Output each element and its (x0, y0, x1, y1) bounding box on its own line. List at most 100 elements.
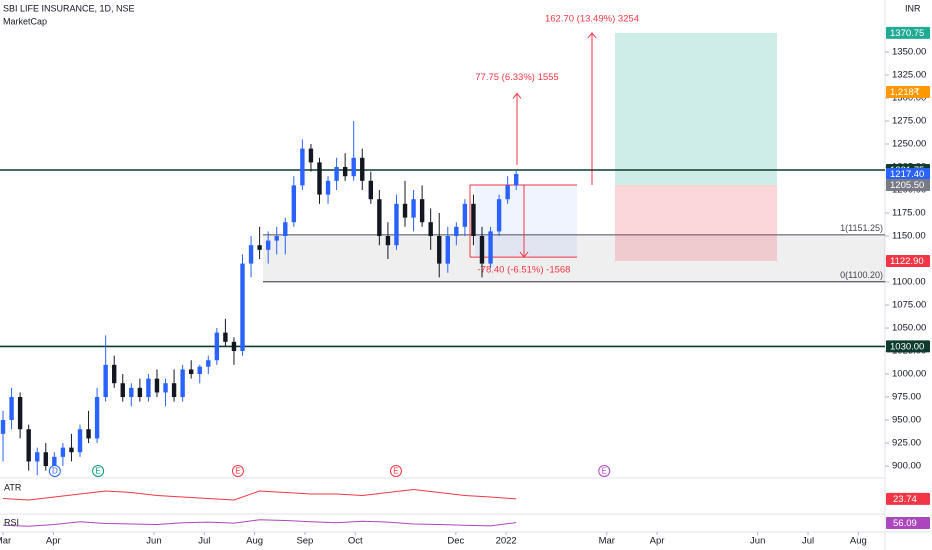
candle-body (223, 332, 228, 342)
candle-body (120, 383, 125, 398)
rsi-badge (886, 517, 930, 529)
candle-body (52, 456, 57, 467)
candle-body (94, 397, 100, 439)
x-tick-label: Apr (650, 536, 665, 547)
fib-label: 1(1151.25) (840, 223, 883, 233)
candle-body (231, 341, 237, 352)
candle-body (197, 366, 202, 375)
candle-body (368, 180, 374, 200)
event-icon (389, 465, 402, 477)
candle-body (248, 245, 254, 264)
candle-body (257, 245, 262, 250)
candle-body (342, 167, 348, 177)
y-tick-label: 1150.00 (892, 231, 926, 242)
x-tick-label: Jun (750, 536, 765, 547)
y-tick-label: 1325.00 (892, 70, 926, 81)
candle-body (488, 231, 493, 264)
candle-body (240, 263, 245, 352)
x-tick-label: Mar (0, 536, 11, 547)
candle-body (60, 447, 66, 457)
atr-name: ATR (4, 482, 22, 492)
candle-body (171, 383, 177, 398)
y-tick-label: 1100.00 (892, 277, 926, 288)
x-tick-label: Jun (146, 536, 161, 547)
candle-body (291, 185, 297, 223)
candle-body (428, 222, 433, 237)
event-label: E (235, 467, 240, 476)
candle-body (385, 236, 391, 246)
y-tick-label: 1050.00 (892, 323, 926, 334)
candle-body (411, 199, 416, 218)
candle-body (394, 203, 399, 246)
x-tick-label: Sep (296, 536, 313, 547)
candle-body (419, 199, 425, 223)
candle-body (214, 332, 220, 361)
measure-up-label: 77.75 (6.33%) 1555 (475, 72, 558, 83)
candle-body (437, 236, 442, 264)
candle-body (146, 378, 151, 398)
candle-body (496, 199, 502, 232)
x-tick-label: Jul (198, 536, 210, 547)
x-tick-label: Mar (599, 536, 615, 547)
y-tick-label: 1175.00 (892, 208, 926, 219)
position-note: 162.70 (13.49%) 3254 (545, 14, 639, 25)
atr-badge (886, 492, 930, 505)
y-tick-label: 1000.00 (892, 369, 926, 380)
candle-body (300, 148, 305, 186)
candle-body (274, 236, 279, 241)
x-tick-label: Oct (348, 536, 363, 547)
y-tick-label: 1250.00 (892, 139, 926, 150)
candle-body (43, 452, 48, 467)
atr-line (2, 488, 517, 501)
candle-body (0, 420, 6, 434)
fib-label: 0(1100.20) (840, 270, 883, 280)
entry-badge-label: 1205.50 (890, 180, 924, 191)
alert-badge-label: 1,218₹ (890, 87, 920, 98)
y-tick-label: 900.00 (892, 461, 921, 472)
candle-body (505, 185, 510, 200)
candle-body (35, 452, 40, 462)
candle-body (9, 397, 14, 421)
candle-body (180, 369, 185, 398)
x-tick-label: Jul (802, 536, 814, 547)
arrow-head (512, 92, 522, 99)
y-tick-label: 1300.00 (892, 93, 926, 104)
y-tick-label: 1350.00 (892, 47, 926, 58)
x-tick-label: 2022 (496, 536, 517, 547)
stop-zone (615, 184, 777, 261)
candle-body (112, 364, 117, 384)
y-tick-label: 1075.00 (892, 300, 926, 311)
rsi-name: RSI (4, 517, 19, 527)
candle-body (26, 429, 31, 462)
last-price-badge (886, 167, 930, 180)
entry-badge (886, 178, 930, 191)
x-tick-label: Aug (246, 536, 263, 547)
event-label: E (602, 467, 607, 476)
event-icon (231, 465, 244, 477)
target-badge-label: 1370.75 (890, 28, 924, 39)
candle-body (137, 387, 143, 398)
candle-body (445, 236, 450, 264)
candle-body (454, 226, 459, 237)
subtitle: MarketCap (3, 16, 47, 26)
candle-body (471, 203, 476, 237)
candle-body (462, 203, 468, 227)
atr-badge-label: 23.74 (893, 494, 917, 505)
candle-body (402, 203, 408, 218)
candle-body (325, 180, 331, 195)
rsi-badge-label: 56.09 (893, 518, 917, 529)
candle-body (163, 383, 168, 393)
event-label: E (95, 467, 100, 476)
event-icon (48, 465, 61, 477)
x-tick-label: Dec (447, 536, 464, 547)
candle-body (317, 162, 322, 195)
candle-body (17, 397, 23, 430)
arrow-head (587, 32, 597, 39)
candle-body (77, 429, 83, 453)
candle-body (283, 222, 288, 237)
candle-body (334, 167, 339, 181)
candle-body (206, 360, 211, 367)
currency: INR (905, 3, 921, 13)
